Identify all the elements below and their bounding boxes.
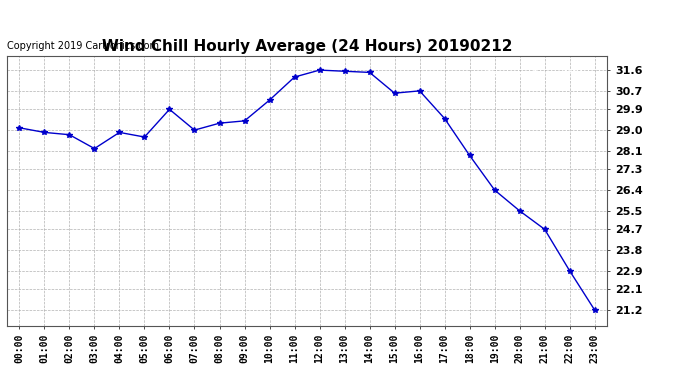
Title: Wind Chill Hourly Average (24 Hours) 20190212: Wind Chill Hourly Average (24 Hours) 201… [102, 39, 512, 54]
Text: Copyright 2019 Cartronics.com: Copyright 2019 Cartronics.com [7, 41, 159, 51]
